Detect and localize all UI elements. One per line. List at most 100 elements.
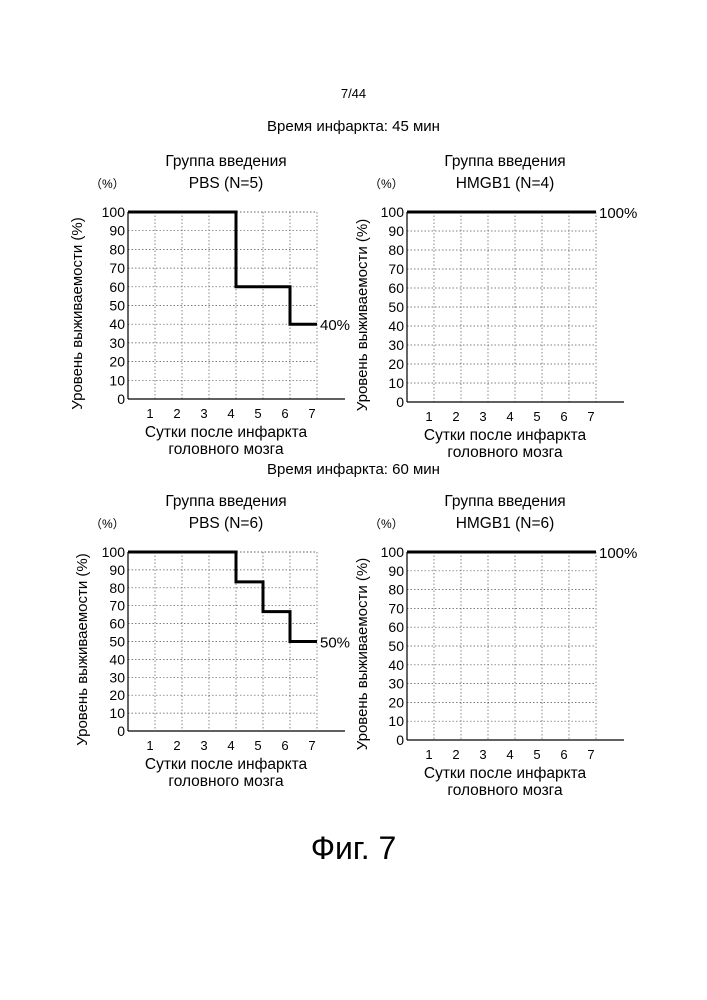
y-tick-label: 90 bbox=[109, 562, 125, 578]
y-axis-label: Уровень выживаемости (%) bbox=[74, 553, 91, 746]
y-tick-label: 80 bbox=[109, 580, 125, 596]
x-tick-label: 7 bbox=[587, 747, 594, 762]
chart-subtitle: PBS (N=5) bbox=[189, 175, 264, 192]
chart-title: Группа введения bbox=[165, 153, 286, 170]
y-tick-label: 0 bbox=[396, 732, 404, 748]
end-value-label: 100% bbox=[599, 545, 637, 562]
y-tick-label: 30 bbox=[109, 335, 125, 351]
x-tick-label: 6 bbox=[281, 738, 288, 753]
y-tick-label: 10 bbox=[109, 372, 125, 388]
x-axis-label: головного мозга bbox=[168, 441, 284, 458]
y-tick-label: 40 bbox=[388, 318, 404, 334]
x-tick-label: 3 bbox=[200, 738, 207, 753]
unit-label: （%） bbox=[369, 177, 404, 191]
y-tick-label: 0 bbox=[117, 391, 125, 407]
chart-panel-3: 01020304050607080901001234567Группа введ… bbox=[74, 493, 350, 790]
y-tick-label: 80 bbox=[109, 241, 125, 257]
y-tick-label: 30 bbox=[388, 676, 404, 692]
unit-label: （%） bbox=[90, 517, 125, 531]
y-tick-label: 50 bbox=[388, 638, 404, 654]
y-tick-label: 90 bbox=[388, 223, 404, 239]
y-tick-label: 60 bbox=[109, 616, 125, 632]
y-tick-label: 70 bbox=[109, 260, 125, 276]
x-axis-label: Сутки после инфаркта bbox=[145, 756, 308, 773]
y-tick-label: 10 bbox=[109, 705, 125, 721]
y-tick-label: 10 bbox=[388, 375, 404, 391]
x-axis-label: Сутки после инфаркта bbox=[424, 765, 587, 782]
x-axis-label: головного мозга bbox=[447, 782, 563, 799]
survival-line bbox=[128, 552, 317, 642]
y-tick-label: 50 bbox=[109, 298, 125, 314]
x-axis-label: головного мозга bbox=[168, 773, 284, 790]
x-axis-label: Сутки после инфаркта bbox=[145, 424, 308, 441]
y-tick-label: 100 bbox=[381, 544, 405, 560]
chart-subtitle: HMGB1 (N=4) bbox=[456, 175, 555, 192]
x-tick-label: 4 bbox=[506, 409, 513, 424]
unit-label: （%） bbox=[90, 177, 125, 191]
y-tick-label: 90 bbox=[388, 563, 404, 579]
x-axis-label: Сутки после инфаркта bbox=[424, 427, 587, 444]
x-tick-label: 5 bbox=[254, 738, 261, 753]
y-tick-label: 80 bbox=[388, 242, 404, 258]
chart-title: Группа введения bbox=[444, 153, 565, 170]
y-tick-label: 70 bbox=[388, 600, 404, 616]
y-axis-label: Уровень выживаемости (%) bbox=[69, 217, 86, 410]
x-tick-label: 1 bbox=[146, 406, 153, 421]
chart-title: Группа введения bbox=[165, 493, 286, 510]
chart-panel-2: 0 10 20 30 40 50 60 70 80 90 100 1 2 3 4 5 6 7 Группа введ… bbox=[354, 153, 637, 461]
x-tick-label: 6 bbox=[560, 409, 567, 424]
y-axis-label: Уровень выживаемости (%) bbox=[354, 219, 371, 412]
y-tick-label: 0 bbox=[396, 394, 404, 410]
y-tick-label: 30 bbox=[388, 337, 404, 353]
x-tick-label: 2 bbox=[452, 409, 459, 424]
y-tick-label: 20 bbox=[388, 694, 404, 710]
chart-title: Группа введения bbox=[444, 493, 565, 510]
y-axis-label: Уровень выживаемости (%) bbox=[354, 558, 371, 751]
x-tick-label: 4 bbox=[227, 406, 234, 421]
y-tick-label: 100 bbox=[102, 544, 126, 560]
x-tick-label: 5 bbox=[533, 409, 540, 424]
y-tick-label: 0 bbox=[117, 723, 125, 739]
y-tick-label: 70 bbox=[109, 598, 125, 614]
y-tick-label: 20 bbox=[109, 687, 125, 703]
chart-subtitle: HMGB1 (N=6) bbox=[456, 515, 555, 532]
chart-panel-1: 01020304050607080901001234567Группа введ… bbox=[69, 153, 350, 458]
y-tick-label: 60 bbox=[388, 280, 404, 296]
y-tick-label: 20 bbox=[109, 354, 125, 370]
x-tick-label: 3 bbox=[200, 406, 207, 421]
x-tick-label: 7 bbox=[308, 406, 315, 421]
y-tick-label: 100 bbox=[381, 204, 405, 220]
y-tick-label: 50 bbox=[388, 299, 404, 315]
x-axis-label: головного мозга bbox=[447, 444, 563, 461]
x-tick-label: 3 bbox=[479, 747, 486, 762]
x-tick-label: 2 bbox=[452, 747, 459, 762]
x-tick-label: 5 bbox=[533, 747, 540, 762]
x-tick-label: 1 bbox=[146, 738, 153, 753]
y-tick-label: 60 bbox=[388, 619, 404, 635]
y-tick-label: 90 bbox=[109, 223, 125, 239]
x-tick-label: 1 bbox=[425, 409, 432, 424]
y-tick-label: 40 bbox=[388, 657, 404, 673]
y-tick-label: 40 bbox=[109, 651, 125, 667]
y-tick-label: 70 bbox=[388, 261, 404, 277]
x-tick-label: 3 bbox=[479, 409, 486, 424]
y-tick-label: 30 bbox=[109, 669, 125, 685]
x-tick-label: 4 bbox=[227, 738, 234, 753]
end-value-label: 50% bbox=[320, 635, 350, 652]
x-tick-label: 4 bbox=[506, 747, 513, 762]
figure-caption: Фиг. 7 bbox=[0, 830, 707, 867]
y-tick-label: 50 bbox=[109, 634, 125, 650]
x-tick-label: 6 bbox=[560, 747, 567, 762]
x-tick-label: 6 bbox=[281, 406, 288, 421]
y-tick-label: 100 bbox=[102, 204, 126, 220]
y-tick-label: 60 bbox=[109, 279, 125, 295]
y-tick-label: 40 bbox=[109, 316, 125, 332]
x-tick-label: 7 bbox=[587, 409, 594, 424]
chart-panel-4: 01020304050607080901001234567Группа введ… bbox=[354, 493, 637, 799]
x-tick-label: 2 bbox=[173, 406, 180, 421]
chart-subtitle: PBS (N=6) bbox=[189, 515, 264, 532]
y-tick-label: 20 bbox=[388, 356, 404, 372]
unit-label: （%） bbox=[369, 517, 404, 531]
y-tick-label: 80 bbox=[388, 582, 404, 598]
x-tick-label: 2 bbox=[173, 738, 180, 753]
